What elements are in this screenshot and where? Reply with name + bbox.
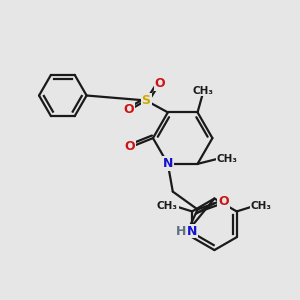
Text: CH₃: CH₃ xyxy=(192,85,213,96)
Text: O: O xyxy=(123,103,134,116)
Text: S: S xyxy=(142,94,151,107)
Text: O: O xyxy=(125,140,136,152)
Text: N: N xyxy=(186,225,197,238)
Text: CH₃: CH₃ xyxy=(251,202,272,212)
Text: O: O xyxy=(154,77,165,90)
Text: CH₃: CH₃ xyxy=(157,202,178,212)
Text: CH₃: CH₃ xyxy=(217,154,238,164)
Text: O: O xyxy=(218,195,229,208)
Text: H: H xyxy=(176,225,186,238)
Text: N: N xyxy=(163,158,173,170)
